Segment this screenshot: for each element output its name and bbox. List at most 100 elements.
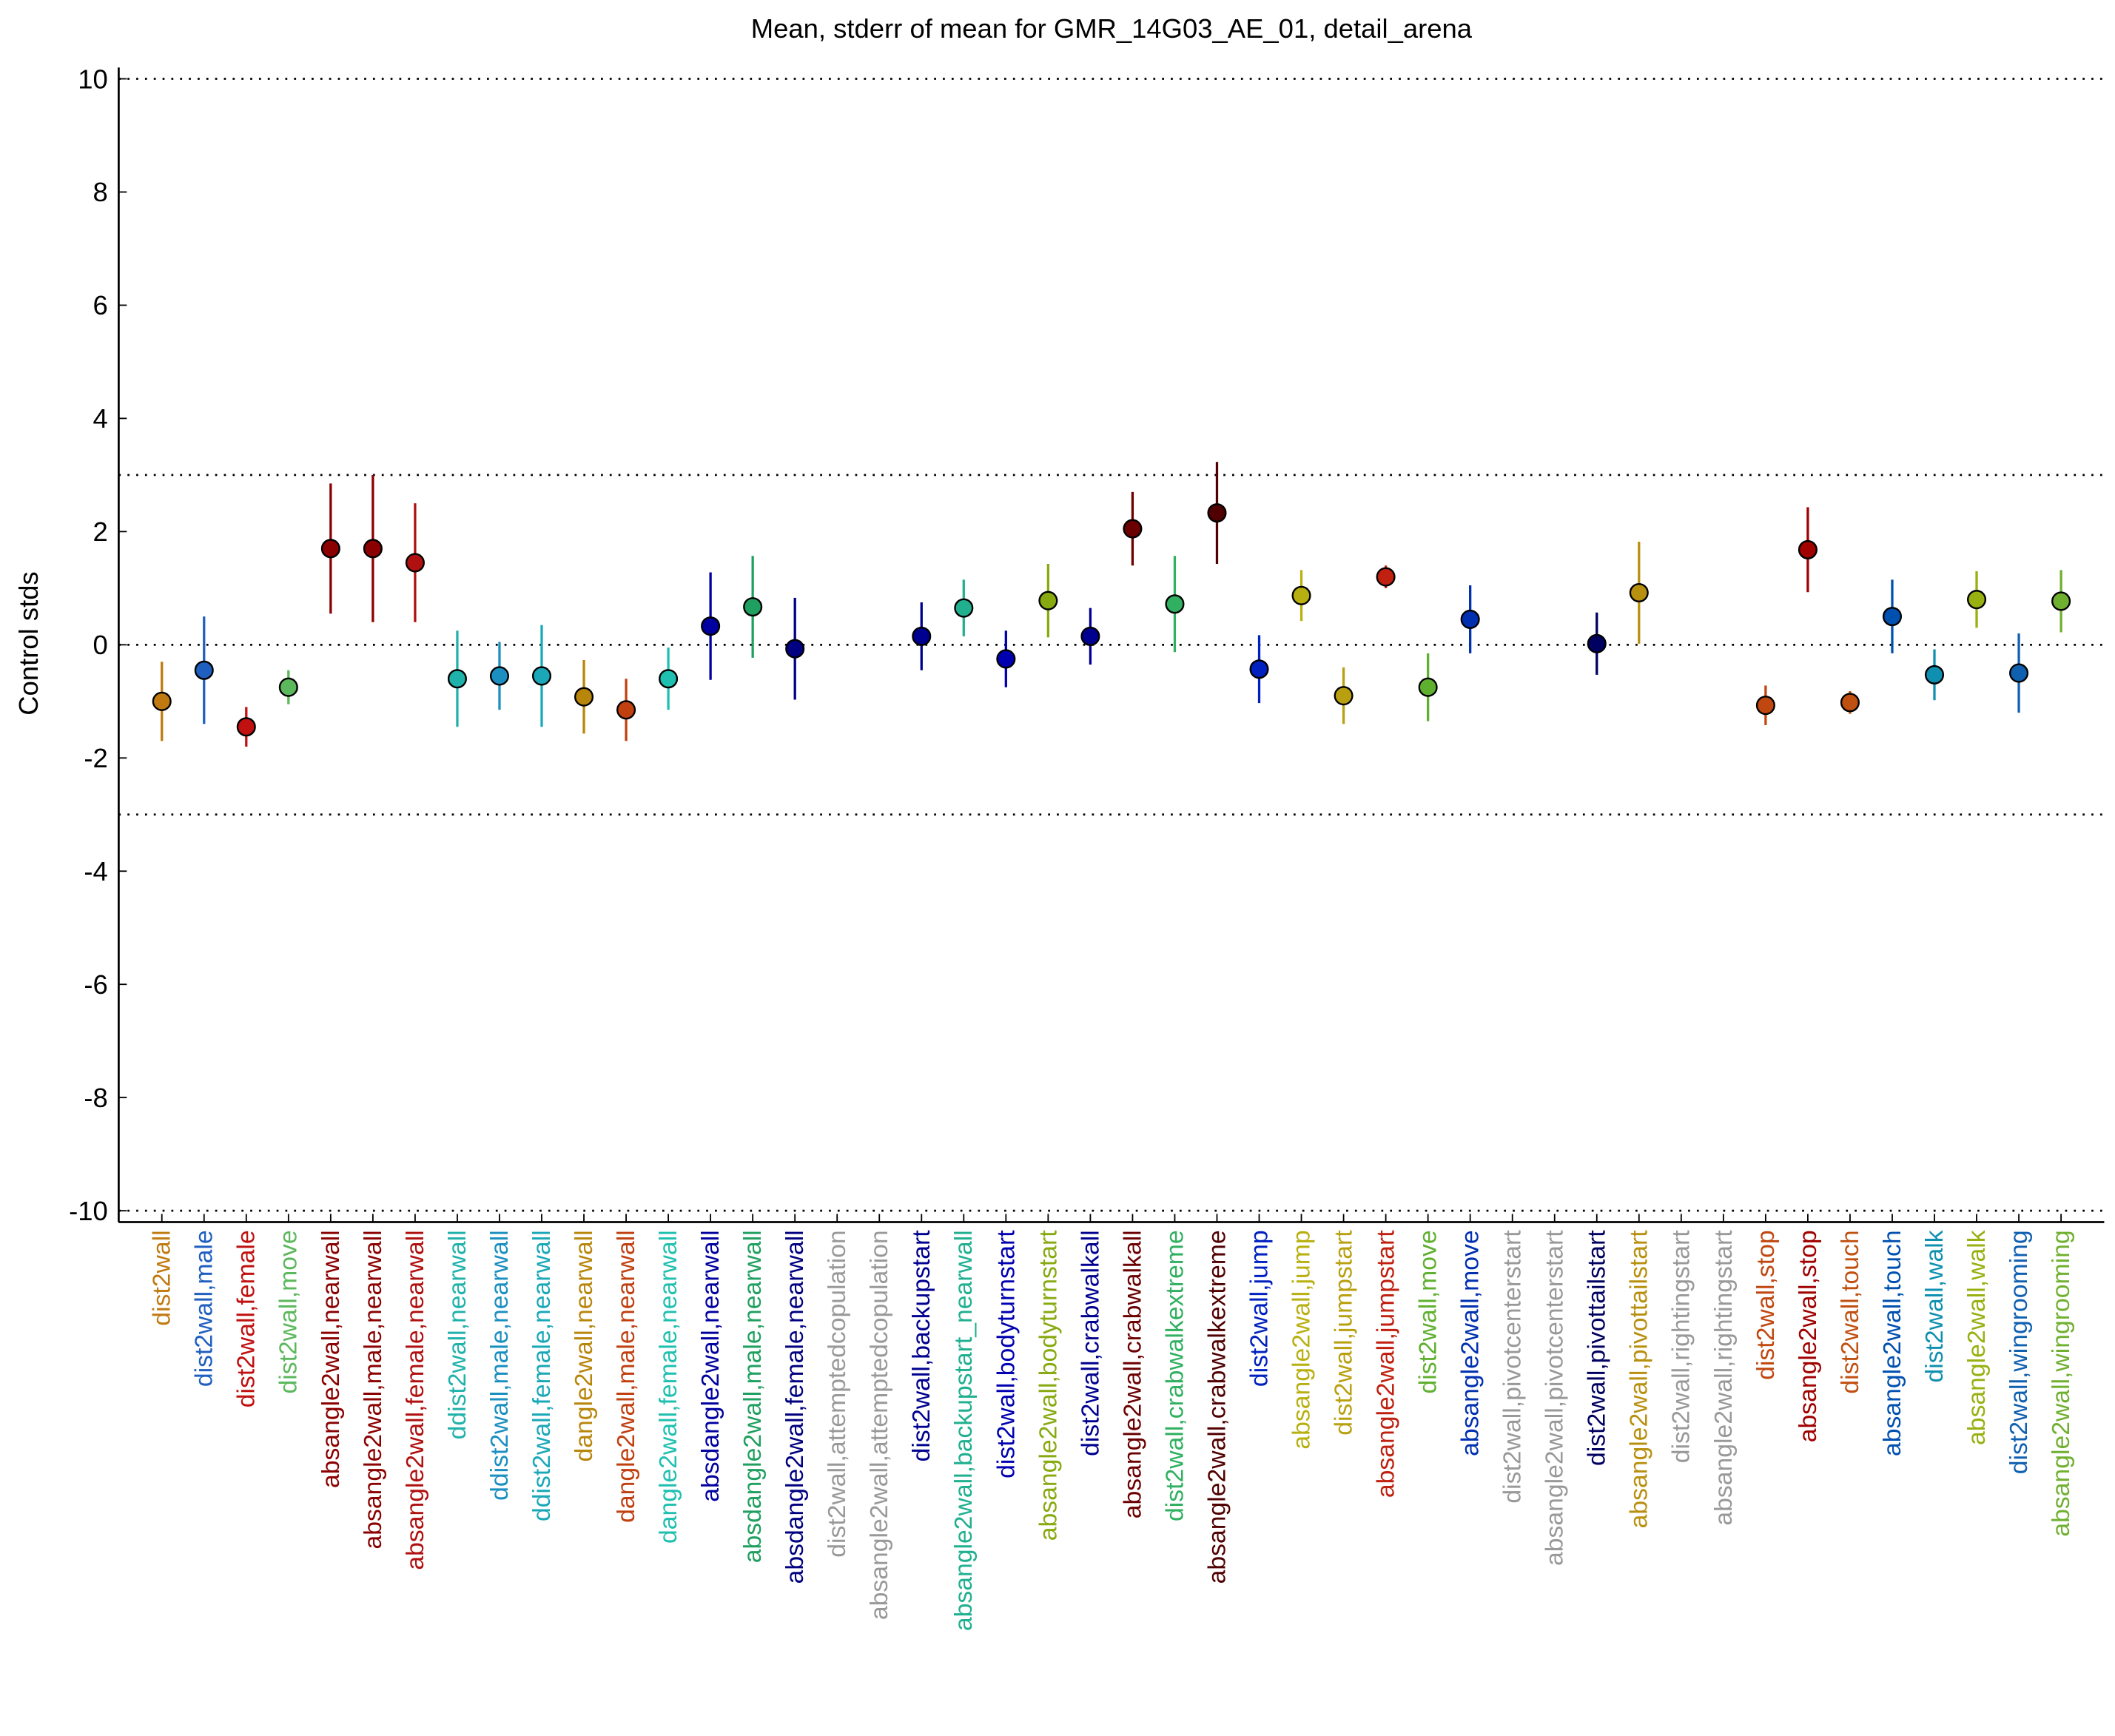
x-tick-label: absdangle2wall,male,nearwall	[739, 1230, 767, 1563]
y-tick-label: 6	[93, 290, 108, 320]
mean-marker	[1840, 693, 1860, 713]
y-axis-label: Control stds	[13, 571, 44, 715]
x-tick-label: dist2wall	[148, 1230, 176, 1325]
y-tick-label: -8	[84, 1083, 107, 1113]
x-tick-label: dangle2wall,nearwall	[570, 1230, 598, 1461]
x-tick-label: absangle2wall,move	[1456, 1230, 1484, 1456]
x-tick-label: absangle2wall,wingrooming	[2047, 1230, 2075, 1536]
x-tick-label: dist2wall,stop	[1752, 1230, 1780, 1379]
mean-marker	[1587, 633, 1607, 653]
mean-marker	[1038, 591, 1058, 610]
mean-marker	[1924, 665, 1945, 684]
mean-marker	[912, 626, 932, 646]
mean-marker	[1249, 659, 1269, 679]
mean-marker	[531, 666, 552, 686]
x-tick-label: absangle2wall,female,nearwall	[401, 1230, 429, 1570]
x-tick-label: dangle2wall,male,nearwall	[612, 1230, 640, 1523]
mean-marker	[1334, 686, 1354, 706]
x-tick-label: dist2wall,female	[232, 1230, 260, 1407]
mean-marker	[2051, 591, 2071, 611]
mean-marker	[2009, 663, 2029, 683]
mean-marker	[278, 677, 298, 697]
y-tick-label: 10	[78, 64, 108, 94]
x-tick-label: absangle2wall,crabwalkextreme	[1203, 1230, 1231, 1584]
mean-marker	[1966, 590, 1987, 610]
mean-marker	[743, 597, 763, 617]
x-tick-label: dist2wall,crabwalkextreme	[1160, 1230, 1188, 1521]
x-tick-label: absangle2wall,jumpstart	[1372, 1230, 1400, 1498]
mean-marker	[701, 616, 721, 636]
mean-marker	[996, 649, 1016, 669]
mean-marker	[194, 660, 214, 680]
mean-marker	[785, 639, 805, 659]
x-tick-label: absangle2wall,bodyturnstart	[1034, 1230, 1062, 1541]
x-tick-label: absangle2wall,pivottailstart	[1625, 1230, 1653, 1529]
x-tick-label: dist2wall,move	[275, 1230, 303, 1393]
mean-marker	[489, 666, 509, 686]
mean-marker	[447, 669, 467, 689]
mean-marker	[405, 553, 425, 573]
mean-marker	[1798, 539, 1818, 559]
x-tick-label: absangle2wall,jump	[1287, 1230, 1315, 1449]
mean-marker	[1629, 582, 1649, 603]
mean-marker	[1418, 677, 1438, 697]
x-tick-label: absangle2wall,stop	[1794, 1230, 1822, 1442]
mean-marker	[320, 539, 340, 559]
x-tick-label: absangle2wall,touch	[1878, 1230, 1906, 1456]
x-tick-label: dist2wall,jump	[1245, 1230, 1273, 1387]
mean-marker	[236, 717, 256, 737]
x-tick-label: absangle2wall,walk	[1963, 1230, 1991, 1445]
x-tick-label: dist2wall,touch	[1836, 1230, 1864, 1393]
y-tick-label: 2	[93, 517, 108, 547]
x-tick-label: dist2wall,backupstart	[907, 1230, 935, 1462]
mean-marker	[1080, 626, 1100, 646]
x-tick-label: ddist2wall,male,nearwall	[485, 1230, 514, 1500]
x-tick-label: dist2wall,male	[190, 1230, 218, 1387]
x-tick-label: absangle2wall,rightingstart	[1709, 1230, 1738, 1526]
x-tick-label: absdangle2wall,female,nearwall	[781, 1230, 809, 1584]
x-tick-label: dist2wall,bodyturnstart	[992, 1230, 1020, 1478]
mean-marker	[1165, 594, 1185, 614]
x-tick-label: dist2wall,wingrooming	[2005, 1230, 2033, 1474]
mean-marker	[1376, 567, 1396, 587]
x-tick-label: dist2wall,crabwalkall	[1076, 1230, 1104, 1456]
x-tick-label: dist2wall,attemptedcopulation	[823, 1230, 851, 1557]
x-tick-label: absangle2wall,attemptedcopulation	[865, 1230, 893, 1620]
chart-title: Mean, stderr of mean for GMR_14G03_AE_01…	[751, 13, 1473, 44]
y-tick-label: 0	[93, 630, 108, 660]
y-tick-label: -10	[69, 1196, 108, 1226]
mean-marker	[1207, 503, 1227, 523]
y-tick-label: 4	[93, 403, 108, 434]
x-tick-label: absdangle2wall,nearwall	[696, 1230, 724, 1501]
x-tick-label: dist2wall,walk	[1920, 1230, 1948, 1382]
mean-marker	[659, 669, 679, 689]
x-tick-label: dist2wall,rightingstart	[1667, 1230, 1695, 1463]
x-tick-label: dist2wall,move	[1414, 1230, 1442, 1393]
y-tick-label: -2	[84, 743, 107, 773]
mean-marker	[363, 539, 383, 559]
x-tick-label: ddist2wall,nearwall	[443, 1230, 471, 1439]
y-tick-label: -4	[84, 856, 107, 886]
x-tick-label: absangle2wall,backupstart_nearwall	[949, 1230, 978, 1631]
mean-marker	[954, 598, 974, 618]
x-tick-label: absangle2wall,pivotcenterstart	[1541, 1230, 1569, 1566]
x-tick-label: dist2wall,jumpstart	[1330, 1230, 1358, 1436]
x-tick-label: dist2wall,pivottailstart	[1583, 1230, 1611, 1466]
x-tick-label: absangle2wall,nearwall	[317, 1230, 345, 1488]
mean-marker	[1882, 607, 1903, 627]
mean-marker	[1460, 609, 1480, 629]
mean-marker	[1291, 585, 1311, 605]
mean-marker	[152, 691, 172, 711]
x-tick-label: absangle2wall,male,nearwall	[359, 1230, 387, 1549]
x-tick-label: absangle2wall,crabwalkall	[1118, 1230, 1146, 1518]
x-tick-label: dist2wall,pivotcenterstart	[1499, 1230, 1527, 1504]
mean-marker	[574, 687, 594, 707]
mean-marker	[1123, 519, 1143, 539]
x-tick-label: dangle2wall,female,nearwall	[654, 1230, 682, 1544]
mean-marker	[1755, 696, 1775, 716]
x-tick-label: ddist2wall,female,nearwall	[528, 1230, 556, 1521]
y-tick-label: -6	[84, 969, 107, 1000]
mean-marker	[616, 700, 636, 720]
